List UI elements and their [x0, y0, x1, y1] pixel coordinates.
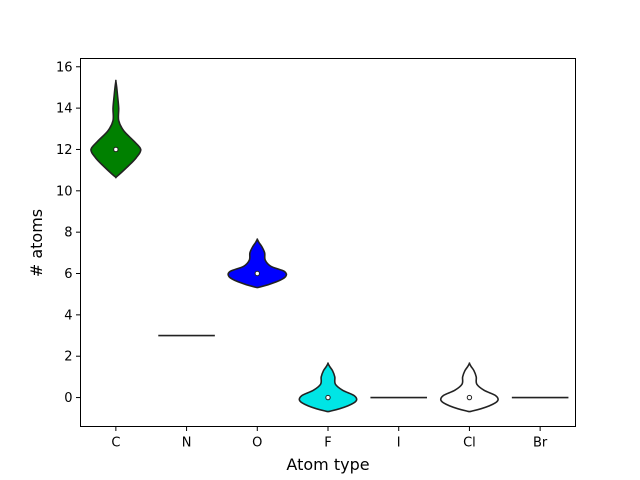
x-tick-label: I	[397, 436, 401, 451]
x-tick-label: F	[324, 436, 331, 451]
violin-o	[227, 238, 288, 289]
violin-f-median	[325, 394, 331, 401]
violin-c-median	[113, 146, 119, 153]
violins-layer	[90, 79, 569, 413]
y-axis-label: # atoms	[27, 209, 46, 277]
y-tick-label: 0	[64, 391, 72, 406]
violin-cl	[439, 362, 499, 413]
violin-c	[90, 79, 142, 179]
x-axis-label: Atom type	[286, 455, 369, 474]
x-tick-label: C	[111, 436, 120, 451]
violin-o-median	[254, 270, 260, 277]
y-tick-label: 8	[64, 226, 72, 241]
y-tick-label: 4	[64, 308, 72, 323]
y-tick-label: 2	[64, 350, 72, 365]
ticks-layer: 0 2 4 6 8 10 12 14 16 C N O F I Cl Br	[56, 60, 548, 450]
plot-frame	[80, 58, 576, 427]
violin-cl-median	[466, 394, 473, 401]
x-tick-label: O	[252, 436, 262, 451]
x-tick-label: Cl	[463, 436, 476, 451]
x-tick-label: N	[182, 436, 192, 451]
y-tick-label: 12	[56, 143, 73, 158]
y-tick-label: 10	[56, 184, 73, 199]
y-tick-label: 6	[64, 267, 72, 282]
x-tick-label: Br	[533, 436, 548, 451]
violin-f	[298, 362, 358, 413]
y-tick-label: 14	[56, 102, 73, 117]
y-tick-label: 16	[56, 60, 73, 75]
